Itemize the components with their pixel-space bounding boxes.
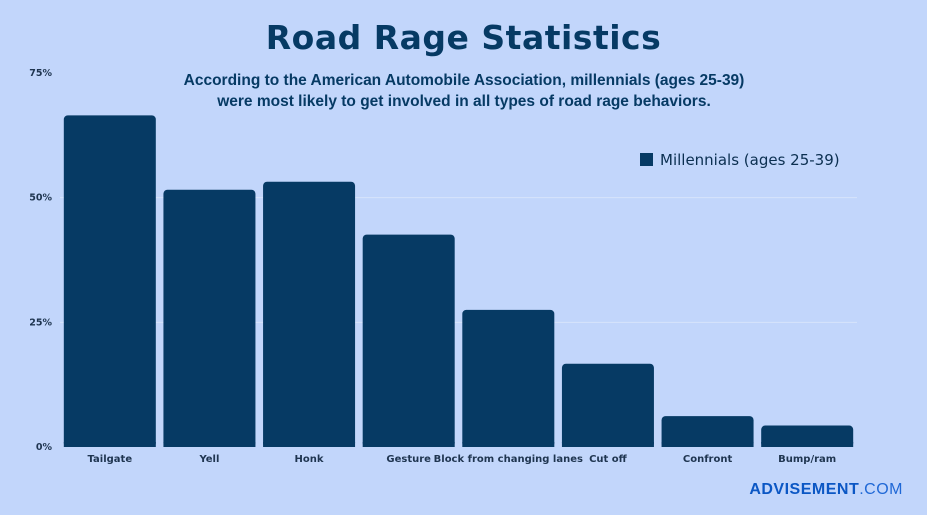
chart-title: Road Rage Statistics xyxy=(265,18,662,57)
bar-base xyxy=(63,442,156,447)
x-axis-labels: Tailgate Yell Honk Gesture Block from changi… xyxy=(88,454,837,465)
bar-block-from-changing-lanes xyxy=(462,309,555,447)
bar-honk xyxy=(263,181,356,447)
bar-tailgate xyxy=(63,115,156,448)
bar-base xyxy=(163,442,256,447)
x-tick-label: Cut off xyxy=(589,454,628,465)
y-tick-label: 0% xyxy=(36,442,53,453)
y-tick-label: 75% xyxy=(29,68,52,79)
bar-yell xyxy=(163,189,256,448)
x-tick-label: Confront xyxy=(683,454,733,465)
bar-base xyxy=(362,442,455,447)
advisement-logo: ADVISEMENT.COM xyxy=(749,481,903,498)
legend: Millennials (ages 25-39) xyxy=(640,151,840,169)
y-tick-label: 50% xyxy=(29,193,52,204)
legend-swatch xyxy=(640,153,653,166)
bar-confront xyxy=(661,416,754,447)
x-tick-label: Tailgate xyxy=(88,454,133,465)
bar-base xyxy=(561,442,654,447)
bar-base xyxy=(462,442,555,447)
x-tick-label: Block from changing lanes xyxy=(434,454,583,465)
bar-cut-off xyxy=(561,363,654,447)
bar-bump-ram xyxy=(761,425,854,447)
bars xyxy=(63,115,854,448)
x-tick-label: Honk xyxy=(295,454,324,465)
x-tick-label: Yell xyxy=(198,454,219,465)
y-tick-label: 25% xyxy=(29,317,52,328)
bar-base xyxy=(263,442,356,447)
x-tick-label: Gesture xyxy=(386,454,431,465)
bar-base xyxy=(661,442,754,447)
x-tick-label: Bump/ram xyxy=(778,454,836,465)
legend-label: Millennials (ages 25-39) xyxy=(660,151,840,169)
y-axis-ticks: 0% 25% 50% 75% xyxy=(29,68,52,453)
bar-base xyxy=(761,442,854,447)
bar-gesture xyxy=(362,234,455,447)
chart-subtitle: According to the American Automobile Ass… xyxy=(183,72,745,110)
